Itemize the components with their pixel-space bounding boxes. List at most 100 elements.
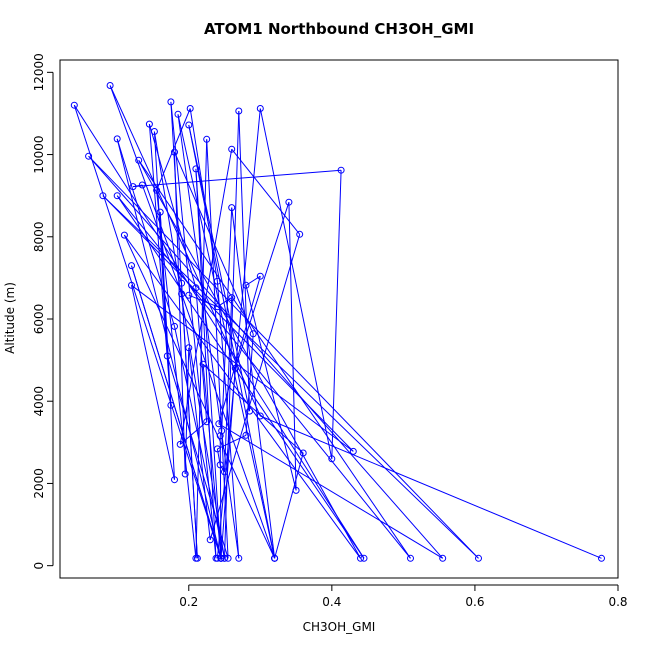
series-line-segment [245, 333, 254, 436]
data-point [192, 165, 200, 173]
series-line-segment [202, 364, 222, 559]
series-line-segment [231, 207, 276, 559]
x-tick-label: 0.2 [179, 595, 198, 609]
data-point [153, 186, 161, 194]
series-line-segment [132, 184, 143, 188]
data-point [235, 107, 243, 115]
y-tick-label: 6000 [32, 304, 46, 335]
y-tick-label: 4000 [32, 386, 46, 417]
series-line-segment [259, 108, 333, 459]
y-tick-label: 10000 [32, 136, 46, 174]
data-point [85, 152, 93, 160]
data-point [70, 101, 78, 109]
series-line-segment [195, 168, 222, 559]
series-line-segment [245, 285, 297, 491]
series-line-segment [231, 148, 301, 235]
data-point [439, 554, 447, 562]
series-line-segment [153, 131, 168, 357]
data-point [120, 231, 128, 239]
data-point [337, 166, 345, 174]
series-line-segment [73, 104, 365, 559]
x-axis-label: CH3OH_GMI [303, 620, 376, 634]
series-line-segment [184, 347, 190, 475]
data-point [213, 445, 221, 453]
series-line-segment [102, 195, 479, 559]
data-point [271, 554, 279, 562]
series-line-segment [219, 435, 222, 559]
data-point [185, 121, 193, 129]
series-line-segment [109, 85, 183, 284]
data-point [213, 277, 221, 285]
data-point [186, 105, 194, 112]
series-line-segment [132, 169, 342, 188]
data-point [217, 554, 225, 562]
data-point [213, 303, 221, 311]
series-line-segment [188, 347, 211, 540]
data-point [156, 208, 164, 216]
data-point [292, 486, 300, 494]
data-point [231, 364, 239, 372]
series-line-segment [219, 464, 225, 473]
data-point [216, 461, 224, 469]
series-line-segment [218, 276, 261, 424]
series-line-segment [88, 155, 479, 559]
series-line-segment [131, 285, 175, 480]
series-line-segment [138, 160, 411, 559]
data-point [299, 449, 307, 457]
data-point [285, 198, 293, 206]
data-point [174, 110, 182, 118]
data-point [296, 230, 304, 238]
data-point [181, 470, 189, 478]
data-point [215, 420, 223, 428]
data-point [218, 427, 226, 435]
x-tick-label: 0.8 [608, 595, 627, 609]
data-point [224, 554, 232, 562]
data-point [246, 407, 254, 415]
series-line-segment [174, 151, 254, 334]
data-point [360, 554, 368, 562]
series-line-segment [224, 297, 233, 472]
data-layer [70, 82, 605, 562]
data-point [203, 135, 211, 143]
data-point [113, 135, 121, 143]
axes-layer: 0.2 0.4 0.6 0.8 0 2000 4000 6000 8000 10000 12000 [32, 53, 628, 609]
data-point [145, 120, 153, 128]
series-line-segment [179, 421, 208, 445]
data-point [129, 183, 137, 191]
data-point [199, 360, 207, 368]
series-line-segment [209, 234, 301, 540]
series-line-segment [116, 195, 365, 559]
series-line-segment [195, 287, 208, 422]
series-line-segment [159, 212, 172, 406]
data-point [171, 322, 178, 330]
chart-title: ATOM1 Northbound CH3OH_GMI [204, 20, 474, 38]
y-tick-label: 12000 [32, 53, 46, 91]
series-line-segment [123, 234, 361, 559]
data-point [113, 192, 121, 200]
series-line-segment [188, 294, 218, 308]
data-point [249, 330, 257, 338]
x-tick-label: 0.4 [322, 595, 341, 609]
data-point [256, 272, 264, 280]
series-line-segment [288, 202, 297, 491]
data-point [99, 192, 107, 200]
series-line-segment [88, 155, 444, 559]
data-point [185, 291, 193, 299]
data-point [128, 262, 135, 270]
series-line-segment [131, 284, 354, 452]
data-point [167, 98, 175, 106]
series-line-segment [216, 108, 261, 559]
data-point [242, 281, 250, 289]
series-line-segment [131, 265, 222, 559]
series-line-segment [179, 149, 233, 445]
series-line-segment [274, 452, 304, 559]
series-line-segment [148, 124, 172, 406]
series-line-segment [202, 363, 304, 454]
data-point [235, 554, 243, 562]
data-point [242, 431, 250, 439]
data-point [167, 401, 175, 409]
series-line-segment [123, 234, 276, 559]
plot-frame [59, 59, 619, 579]
data-point [135, 156, 143, 164]
data-point [128, 281, 135, 289]
